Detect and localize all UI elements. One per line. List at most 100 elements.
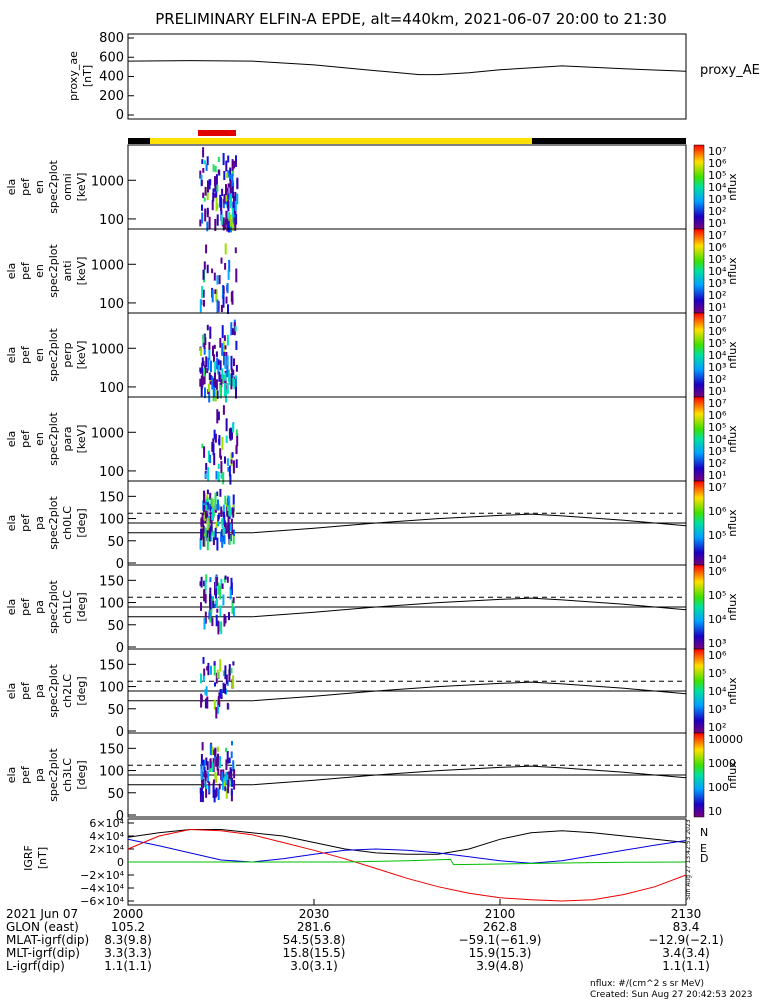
spec2plot-anti-cb-tick-6: 10¹ bbox=[708, 301, 726, 314]
spec2plot-ch3LC-pixel bbox=[225, 771, 228, 785]
spec2plot-para-pixel bbox=[220, 461, 223, 474]
spec2plot-ch0LC-cb-tick-3: 10⁴ bbox=[708, 553, 727, 566]
spec2plot-perp-pixel bbox=[201, 357, 204, 367]
spec2plot-ch3LC-cb-label: nflux bbox=[726, 761, 739, 789]
spec2plot-ch1LC-pixel bbox=[229, 586, 232, 600]
spec2plot-omni-pixel bbox=[234, 191, 237, 203]
glon-value-0: 105.2 bbox=[111, 920, 145, 934]
spec2plot-perp-pixel bbox=[206, 324, 209, 331]
spec2plot-ch3LC-pixel bbox=[199, 788, 202, 802]
spec2plot-perp-pixel bbox=[215, 379, 218, 390]
spec2plot-omni-pixel bbox=[212, 164, 215, 172]
l-value-3: 1.1(1.1) bbox=[662, 959, 710, 973]
spec2plot-omni-pixel bbox=[206, 186, 209, 200]
spec2plot-ch0LC-pixel bbox=[222, 511, 225, 526]
spec2plot-perp-pixel bbox=[200, 347, 203, 356]
spec2plot-omni-pixel bbox=[203, 197, 206, 202]
spec2plot-perp-pixel bbox=[226, 366, 229, 378]
spec2plot-perp-pixel bbox=[230, 377, 233, 390]
spec2plot-omni-pixel bbox=[214, 165, 217, 173]
proxy-ae-y-ticks: 800 600 400 200 0 bbox=[99, 31, 134, 123]
spec2plot-ch0LC-pixel bbox=[228, 504, 231, 517]
spec2plot-perp-pixel bbox=[212, 378, 215, 387]
spec2plot-ch3LC-tick-3: 0 bbox=[116, 809, 124, 824]
spec2plot-omni-ylabel-3: spec2plot bbox=[47, 160, 60, 214]
spec2plot-ch3LC-pixel bbox=[224, 786, 227, 792]
spec2plot-anti-cb-tick-0: 10⁷ bbox=[708, 229, 726, 242]
spec2plot-anti-ylabel-3: spec2plot bbox=[47, 244, 60, 298]
spec2plot-ch2LC-pixel bbox=[206, 696, 209, 709]
spec2plot-ch2LC-pixel bbox=[215, 707, 218, 719]
spec2plot-ch0LC-pixel bbox=[222, 504, 225, 516]
spec2plot-omni-cb-tick-5: 10² bbox=[708, 205, 726, 218]
spec2plot-para-pixel bbox=[209, 454, 212, 464]
spec2plot-ch3LC-ylabel-1: pef bbox=[19, 765, 32, 784]
spec2plot-ch2LC-pixel bbox=[203, 668, 206, 677]
spec2plot-ch0LC-pixel bbox=[205, 504, 208, 514]
spec2plot-omni-pixel bbox=[204, 186, 207, 196]
spec2plot-perp-pixel bbox=[231, 368, 233, 373]
spec2plot-omni-pixel bbox=[234, 201, 237, 211]
row-label-mlat: MLAT-igrf(dip) bbox=[6, 933, 89, 947]
spec2plot-ch3LC-panel: 150 100 50 0 ela pef pa spec2plot ch3LC [deg] 1000… bbox=[5, 732, 743, 824]
mlat-value-2: −59.1(−61.9) bbox=[459, 933, 542, 947]
spec2plot-ch0LC-pixel bbox=[212, 537, 215, 545]
spec2plot-anti-pixel bbox=[202, 289, 205, 298]
spec2plot-ch0LC-pixel bbox=[203, 505, 205, 512]
igrf-tick-4: −2×10⁴ bbox=[80, 869, 124, 882]
spec2plot-perp-cb-tick-3: 10⁴ bbox=[708, 349, 727, 362]
spec2plot-ch2LC-pixel bbox=[216, 700, 219, 714]
spec2plot-omni-pixel bbox=[225, 218, 228, 225]
spec2plot-ch2LC-pixel bbox=[225, 674, 228, 685]
spec2plot-para-pixel bbox=[204, 473, 207, 479]
spec2plot-para-pixel bbox=[236, 433, 239, 447]
spec2plot-ch0LC-pixel bbox=[209, 525, 212, 535]
bar-marker bbox=[198, 130, 236, 136]
spec2plot-ch0LC-pixel bbox=[209, 492, 212, 500]
spec2plot-omni-pixel bbox=[232, 216, 235, 231]
spec2plot-omni-pixel bbox=[233, 160, 236, 169]
spec2plot-anti-pixel bbox=[203, 299, 205, 307]
spec2plot-perp-pixel bbox=[231, 328, 234, 335]
time-axis-table: 2021 Jun 07 GLON (east) MLAT-igrf(dip) M… bbox=[6, 899, 724, 973]
glon-value-2: 262.8 bbox=[483, 920, 517, 934]
spec2plot-ch3LC-pixel bbox=[233, 769, 236, 779]
igrf-e-line bbox=[127, 838, 687, 864]
spec2plot-omni-cb-tick-2: 10⁵ bbox=[708, 169, 726, 182]
spec2plot-ch0LC-pixel bbox=[209, 503, 212, 512]
row-label-glon: GLON (east) bbox=[6, 920, 79, 934]
proxy-ae-tick-4: 0 bbox=[116, 108, 124, 123]
spec2plot-para-pixel bbox=[217, 411, 220, 421]
spec2plot-ch0LC-pixel bbox=[206, 537, 209, 551]
spec2plot-ch2LC-pixel bbox=[232, 661, 235, 666]
spec2plot-perp-colorbar bbox=[693, 312, 705, 398]
spec2plot-ch3LC-pixel bbox=[229, 767, 232, 775]
spec2plot-omni-pixel bbox=[215, 197, 218, 212]
spec2plot-ch0LC-pixel bbox=[227, 524, 230, 537]
spec2plot-omni-pixel bbox=[199, 219, 202, 227]
time-tick-2: 2100 bbox=[485, 907, 516, 921]
spec2plot-ch1LC-pixel bbox=[200, 576, 203, 588]
spec2plot-ch3LC-pixel bbox=[215, 756, 218, 767]
spec2plot-ch3LC-pixel bbox=[223, 775, 226, 781]
spec2plot-para-pixel bbox=[229, 474, 232, 485]
spec2plot-ch2LC-cb-tick-3: 10³ bbox=[708, 703, 726, 716]
spec2plot-omni-pixel bbox=[201, 204, 203, 211]
spec2plot-perp-ylabel-2: en bbox=[33, 348, 46, 362]
spec2plot-perp-tick-0: 1000 bbox=[91, 342, 124, 357]
mlt-value-1: 15.8(15.5) bbox=[283, 946, 346, 960]
spec2plot-ch2LC-pixel bbox=[228, 664, 231, 676]
igrf-extra-line bbox=[128, 858, 687, 866]
spec2plot-para-pixel bbox=[219, 448, 222, 458]
spec2plot-ch2LC-pixel bbox=[222, 682, 225, 693]
spec2plot-perp-pixel bbox=[223, 351, 226, 366]
spec2plot-omni-pixel bbox=[223, 194, 226, 204]
spec2plot-ch1LC-pixel bbox=[217, 620, 220, 635]
spec2plot-anti-tick-0: 1000 bbox=[91, 258, 124, 273]
spec2plot-perp-cb-tick-5: 10² bbox=[708, 373, 726, 386]
spec2plot-ch2LC-tick-2: 50 bbox=[107, 703, 124, 718]
spec2plot-omni-pixel bbox=[220, 214, 223, 225]
